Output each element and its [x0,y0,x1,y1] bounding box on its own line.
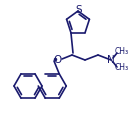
Text: N: N [107,55,115,65]
Text: CH₃: CH₃ [115,47,129,56]
Text: O: O [54,55,62,65]
Text: S: S [76,5,82,15]
Text: CH₃: CH₃ [115,63,129,72]
